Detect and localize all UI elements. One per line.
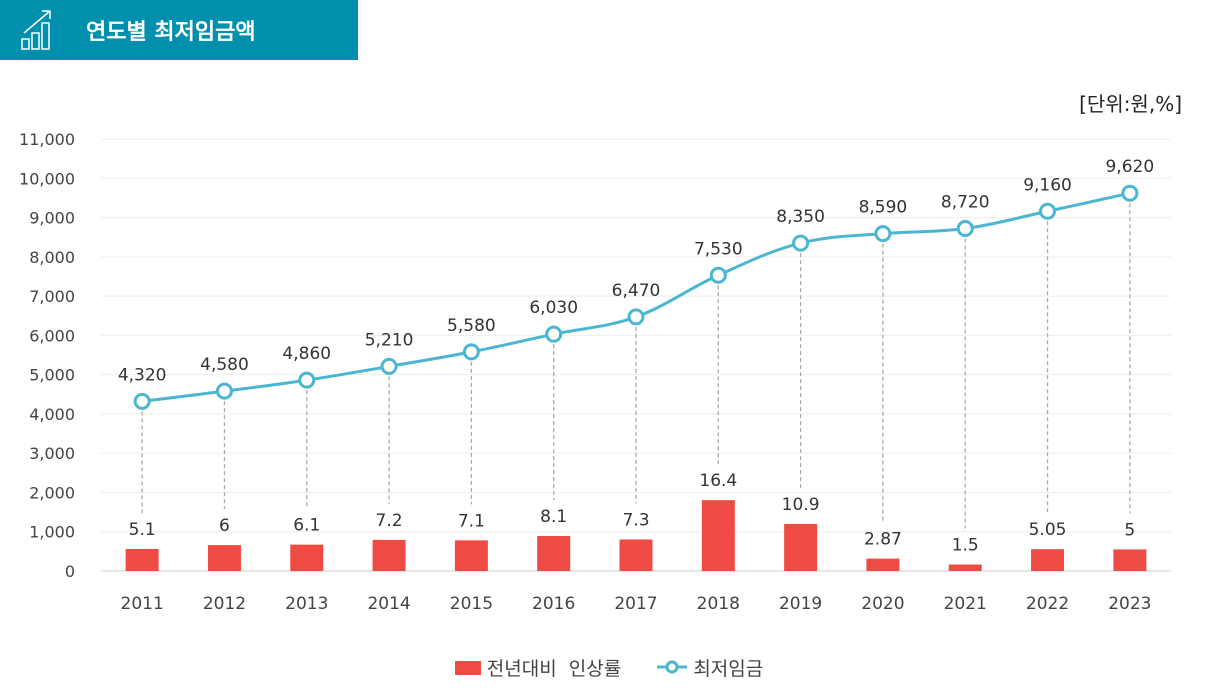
line-point <box>1039 202 1057 220</box>
title-banner: 연도별 최저임금액 <box>0 0 358 60</box>
x-tick-label: 2014 <box>367 594 410 614</box>
bar <box>701 500 735 571</box>
legend-line-swatch <box>657 657 688 679</box>
y-tick-label: 10,000 <box>19 169 75 188</box>
line-point <box>545 325 563 343</box>
y-tick-label: 11,000 <box>19 130 75 149</box>
x-tick-label: 2016 <box>532 594 575 614</box>
y-tick-label: 2,000 <box>29 483 75 502</box>
chart-title: 연도별 최저임금액 <box>86 20 256 45</box>
y-tick-label: 7,000 <box>29 287 75 306</box>
line-point <box>709 266 727 284</box>
x-tick-label: 2022 <box>1026 594 1069 614</box>
line-point <box>298 371 316 389</box>
x-tick-label: 2019 <box>779 594 822 614</box>
line-point <box>874 225 892 243</box>
x-tick-label: 2018 <box>697 594 740 614</box>
x-tick-label: 2013 <box>285 594 328 614</box>
bar <box>1031 549 1065 571</box>
bar-data-label: 16.4 <box>699 471 737 491</box>
line-data-label: 9,160 <box>1023 175 1072 195</box>
y-tick-label: 4,000 <box>29 405 75 424</box>
line-data-label: 6,030 <box>529 298 578 318</box>
line-point <box>133 392 151 410</box>
bar-data-label: 7.2 <box>376 511 403 531</box>
unit-label: [단위:원,%] <box>1079 92 1182 116</box>
line-data-label: 8,590 <box>859 198 908 218</box>
line-point <box>1121 184 1139 202</box>
x-tick-label: 2017 <box>614 594 657 614</box>
bar <box>125 548 159 571</box>
bar-data-label: 1.5 <box>952 536 979 556</box>
bar <box>290 544 324 571</box>
line-point <box>956 220 974 238</box>
y-tick-label: 1,000 <box>29 523 75 542</box>
y-tick-label: 8,000 <box>29 248 75 267</box>
bar <box>1113 549 1147 571</box>
bar-data-label: 5.1 <box>129 520 156 540</box>
x-tick-label: 2021 <box>944 594 987 614</box>
y-tick-label: 0 <box>65 562 75 581</box>
line-point <box>627 308 645 326</box>
line-data-label: 8,350 <box>776 207 825 227</box>
line-data-label: 5,580 <box>447 316 496 336</box>
line-data-label: 8,720 <box>941 193 990 213</box>
bar <box>948 564 982 571</box>
line-data-label: 4,580 <box>200 355 249 375</box>
bar-data-label: 6 <box>219 516 230 536</box>
bar <box>619 539 653 571</box>
line-point <box>792 234 810 252</box>
bar-data-label: 6.1 <box>293 516 320 536</box>
bar <box>537 536 571 571</box>
x-tick-label: 2015 <box>450 594 493 614</box>
legend-bar-swatch <box>454 660 481 675</box>
legend-bar-label: 전년대비 인상률 <box>486 658 622 680</box>
y-tick-label: 5,000 <box>29 366 75 385</box>
x-tick-label: 2023 <box>1108 594 1151 614</box>
bar <box>372 539 406 571</box>
bar <box>207 545 241 571</box>
bar-data-label: 2.87 <box>864 530 902 550</box>
line-point <box>462 343 480 361</box>
line-data-label: 4,320 <box>118 365 167 385</box>
line-data-label: 4,860 <box>282 344 331 364</box>
bar-data-label: 5 <box>1124 520 1135 540</box>
bar <box>454 540 488 571</box>
x-tick-label: 2020 <box>861 594 904 614</box>
bar-data-label: 7.3 <box>622 510 649 530</box>
bar-data-label: 7.1 <box>458 511 485 531</box>
line-data-label: 7,530 <box>694 239 743 259</box>
bar-data-label: 5.05 <box>1029 520 1067 540</box>
bar-data-label: 8.1 <box>540 507 567 527</box>
legend: 전년대비 인상률 최저임금 <box>0 654 1218 681</box>
x-tick-label: 2011 <box>121 594 164 614</box>
bar <box>866 558 900 571</box>
line-data-label: 5,210 <box>365 330 414 350</box>
y-tick-label: 6,000 <box>29 326 75 345</box>
chart-growth-icon <box>21 10 51 50</box>
line-data-label: 9,620 <box>1106 157 1155 177</box>
y-tick-label: 9,000 <box>29 209 75 228</box>
bar-data-label: 10.9 <box>782 495 820 515</box>
line-data-label: 6,470 <box>612 281 661 301</box>
legend-line-label: 최저임금 <box>693 658 764 680</box>
x-tick-label: 2012 <box>203 594 246 614</box>
bar <box>784 523 818 571</box>
line-point <box>215 382 233 400</box>
y-tick-label: 3,000 <box>29 444 75 463</box>
line-point <box>380 357 398 375</box>
